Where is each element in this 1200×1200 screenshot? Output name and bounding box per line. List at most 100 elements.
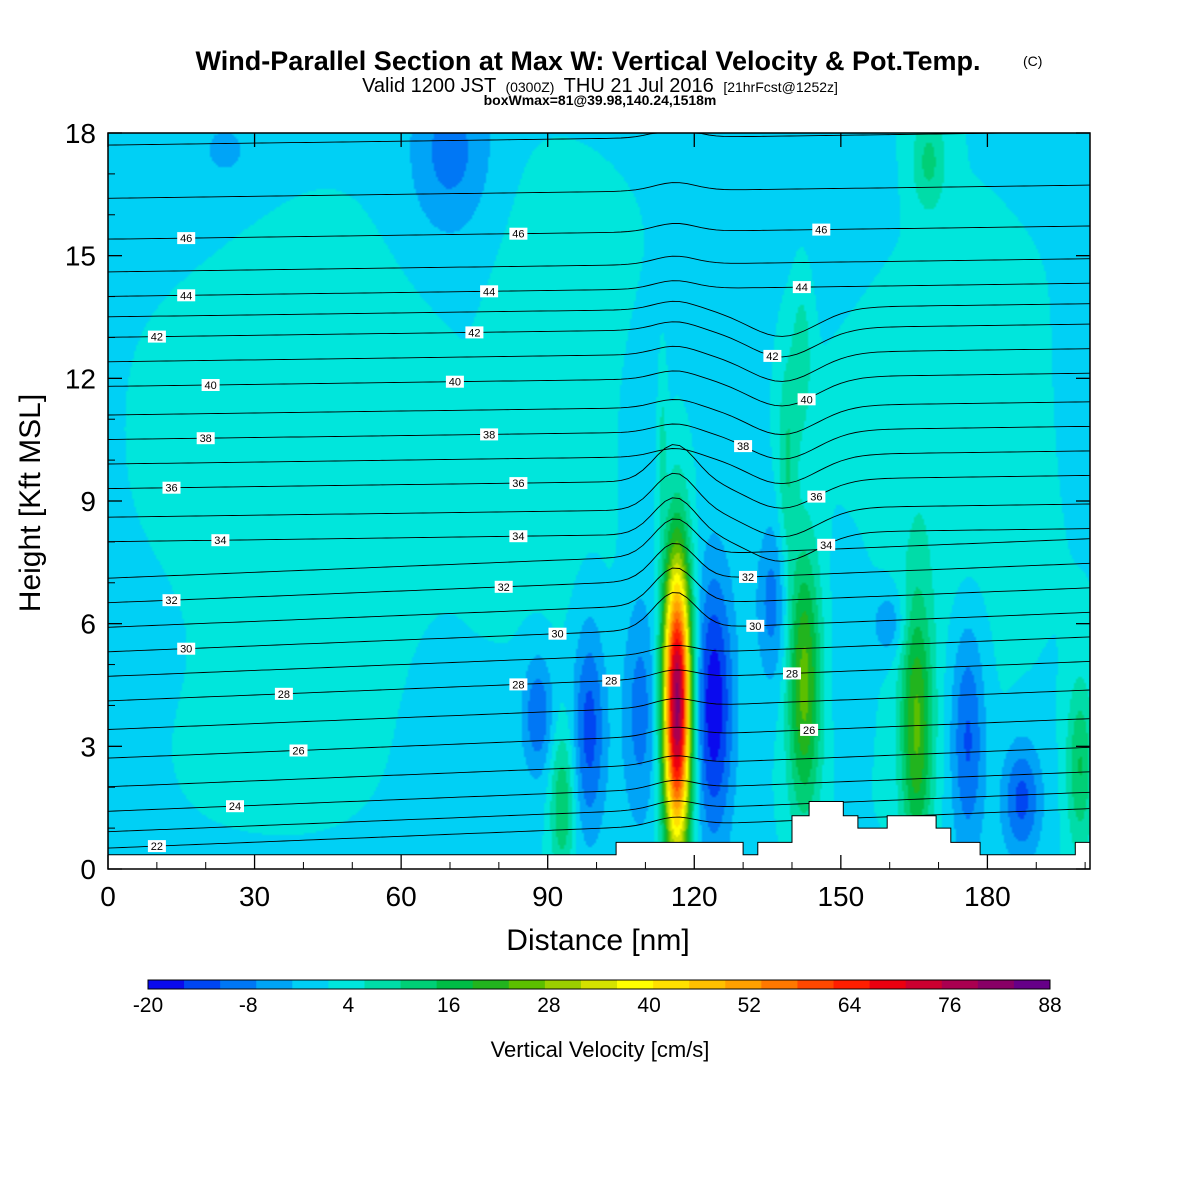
colorbar-swatch — [617, 980, 654, 989]
theta-contour-38 — [108, 423, 1090, 460]
contour-label: 28 — [602, 674, 621, 688]
contour-label-bg — [602, 674, 621, 687]
contour-label: 26 — [800, 723, 819, 737]
contour-label-bg — [147, 330, 166, 343]
theta-contour-25 — [108, 746, 1090, 788]
colorbar-swatch — [941, 980, 979, 989]
contour-label-text: 30 — [551, 629, 563, 641]
theta-contour-44 — [108, 280, 1090, 297]
contour-label-text: 44 — [483, 286, 495, 298]
contour-label-text: 34 — [820, 540, 832, 552]
contour-label-bg — [509, 227, 528, 240]
contour-label: 26 — [289, 744, 308, 758]
contour-label-bg — [177, 289, 196, 302]
contour-label: 22 — [147, 840, 166, 853]
valid-date: THU 21 Jul 2016 — [564, 75, 714, 97]
contour-label: 30 — [177, 642, 196, 656]
contour-label-bg — [509, 678, 528, 691]
contour-label: 46 — [812, 223, 831, 237]
colorbar-swatch — [436, 980, 474, 989]
colorbar-swatch — [184, 980, 221, 989]
x-tick-label: 60 — [386, 881, 417, 912]
theta-contour-45 — [108, 255, 1090, 273]
x-tick-label: 180 — [964, 881, 1011, 912]
contour-label: 28 — [509, 678, 528, 691]
contour-label: 28 — [783, 667, 801, 680]
contour-label: 40 — [201, 379, 220, 392]
potential-temperature-contours — [108, 133, 1090, 849]
contour-label-text: 34 — [214, 535, 226, 547]
contour-label-bg — [746, 619, 765, 632]
colorbar-swatch — [905, 980, 943, 989]
theta-contour-39 — [108, 399, 1090, 436]
theta-contour-37 — [108, 448, 1090, 485]
contour-label-text: 46 — [512, 229, 524, 241]
theta-contour-36 — [108, 444, 1090, 509]
contour-labels: 22 24 26 28 30 32 34 36 38 40 42 44 46 40 42 44 46 38 36 34… — [147, 223, 836, 853]
y-tick-label: 3 — [80, 731, 96, 762]
contour-label-text: 38 — [483, 429, 495, 441]
chart-title: Wind-Parallel Section at Max W: Vertical… — [196, 46, 981, 76]
colorbar-label: 76 — [938, 994, 961, 1017]
contour-label-bg — [792, 281, 811, 294]
colorbar-swatch — [400, 980, 438, 989]
contour-label: 32 — [739, 570, 757, 584]
colorbar-label: 4 — [343, 994, 355, 1017]
colorbar-swatch — [580, 980, 618, 989]
theta-contour-41 — [108, 345, 1090, 382]
valid-prefix: Valid 1200 JST — [362, 75, 496, 97]
contour-label: 38 — [734, 440, 753, 453]
colorbar-swatch — [256, 980, 293, 989]
colorbar-swatch — [220, 980, 257, 989]
contour-label-text: 46 — [180, 233, 192, 245]
colorbar-swatch — [1013, 980, 1051, 989]
contour-label-text: 28 — [512, 679, 524, 691]
contour-label-text: 42 — [766, 351, 778, 363]
colorbar-swatch — [364, 980, 401, 989]
contour-label-text: 40 — [800, 394, 812, 406]
x-tick-label: 30 — [239, 881, 270, 912]
theta-contour-43 — [108, 300, 1090, 337]
contour-label-text: 46 — [815, 225, 827, 237]
contour-label-text: 40 — [204, 380, 216, 392]
contour-label-bg — [480, 428, 499, 441]
theta-contour-31 — [108, 567, 1090, 628]
contour-label-bg — [509, 530, 528, 543]
contour-label: 28 — [274, 687, 293, 701]
colorbar-label: -20 — [133, 994, 163, 1017]
y-axis-label: Height [Kft MSL] — [14, 394, 47, 612]
x-tick-label: 0 — [100, 881, 116, 912]
colorbar-swatch — [148, 980, 185, 989]
x-tick-label: 90 — [532, 881, 563, 912]
colorbar-label: 64 — [838, 994, 862, 1017]
contour-label-bg — [797, 393, 816, 406]
contour-label-text: 40 — [449, 377, 461, 389]
colorbar-label: 28 — [537, 994, 560, 1017]
colorbar-swatch — [725, 980, 762, 989]
contour-label: 24 — [226, 800, 244, 813]
theta-contour-24 — [108, 771, 1090, 812]
contour-label: 30 — [746, 619, 765, 633]
y-tick-label: 15 — [65, 241, 96, 272]
contour-label-text: 24 — [229, 801, 241, 813]
y-tick-label: 9 — [80, 486, 96, 517]
contour-label-bg — [800, 723, 819, 736]
contour-label-bg — [480, 285, 499, 298]
contour-label-bg — [812, 223, 831, 236]
contour-label: 34 — [817, 538, 836, 552]
contour-label: 36 — [162, 481, 181, 495]
contour-label-bg — [274, 687, 293, 700]
contour-label: 38 — [480, 428, 499, 441]
theta-contour-22 — [108, 808, 1090, 849]
contour-label: 40 — [445, 375, 464, 389]
contour-label-bg — [783, 667, 801, 680]
valid-utc: (0300Z) — [505, 79, 554, 95]
colorbar-swatch — [761, 980, 798, 989]
contour-label: 38 — [196, 432, 215, 445]
contour-label-text: 30 — [180, 644, 192, 656]
contour-label: 46 — [177, 232, 196, 245]
contour-label: 44 — [792, 281, 811, 294]
terrain-profile — [108, 801, 1090, 869]
contour-label: 34 — [211, 534, 230, 547]
